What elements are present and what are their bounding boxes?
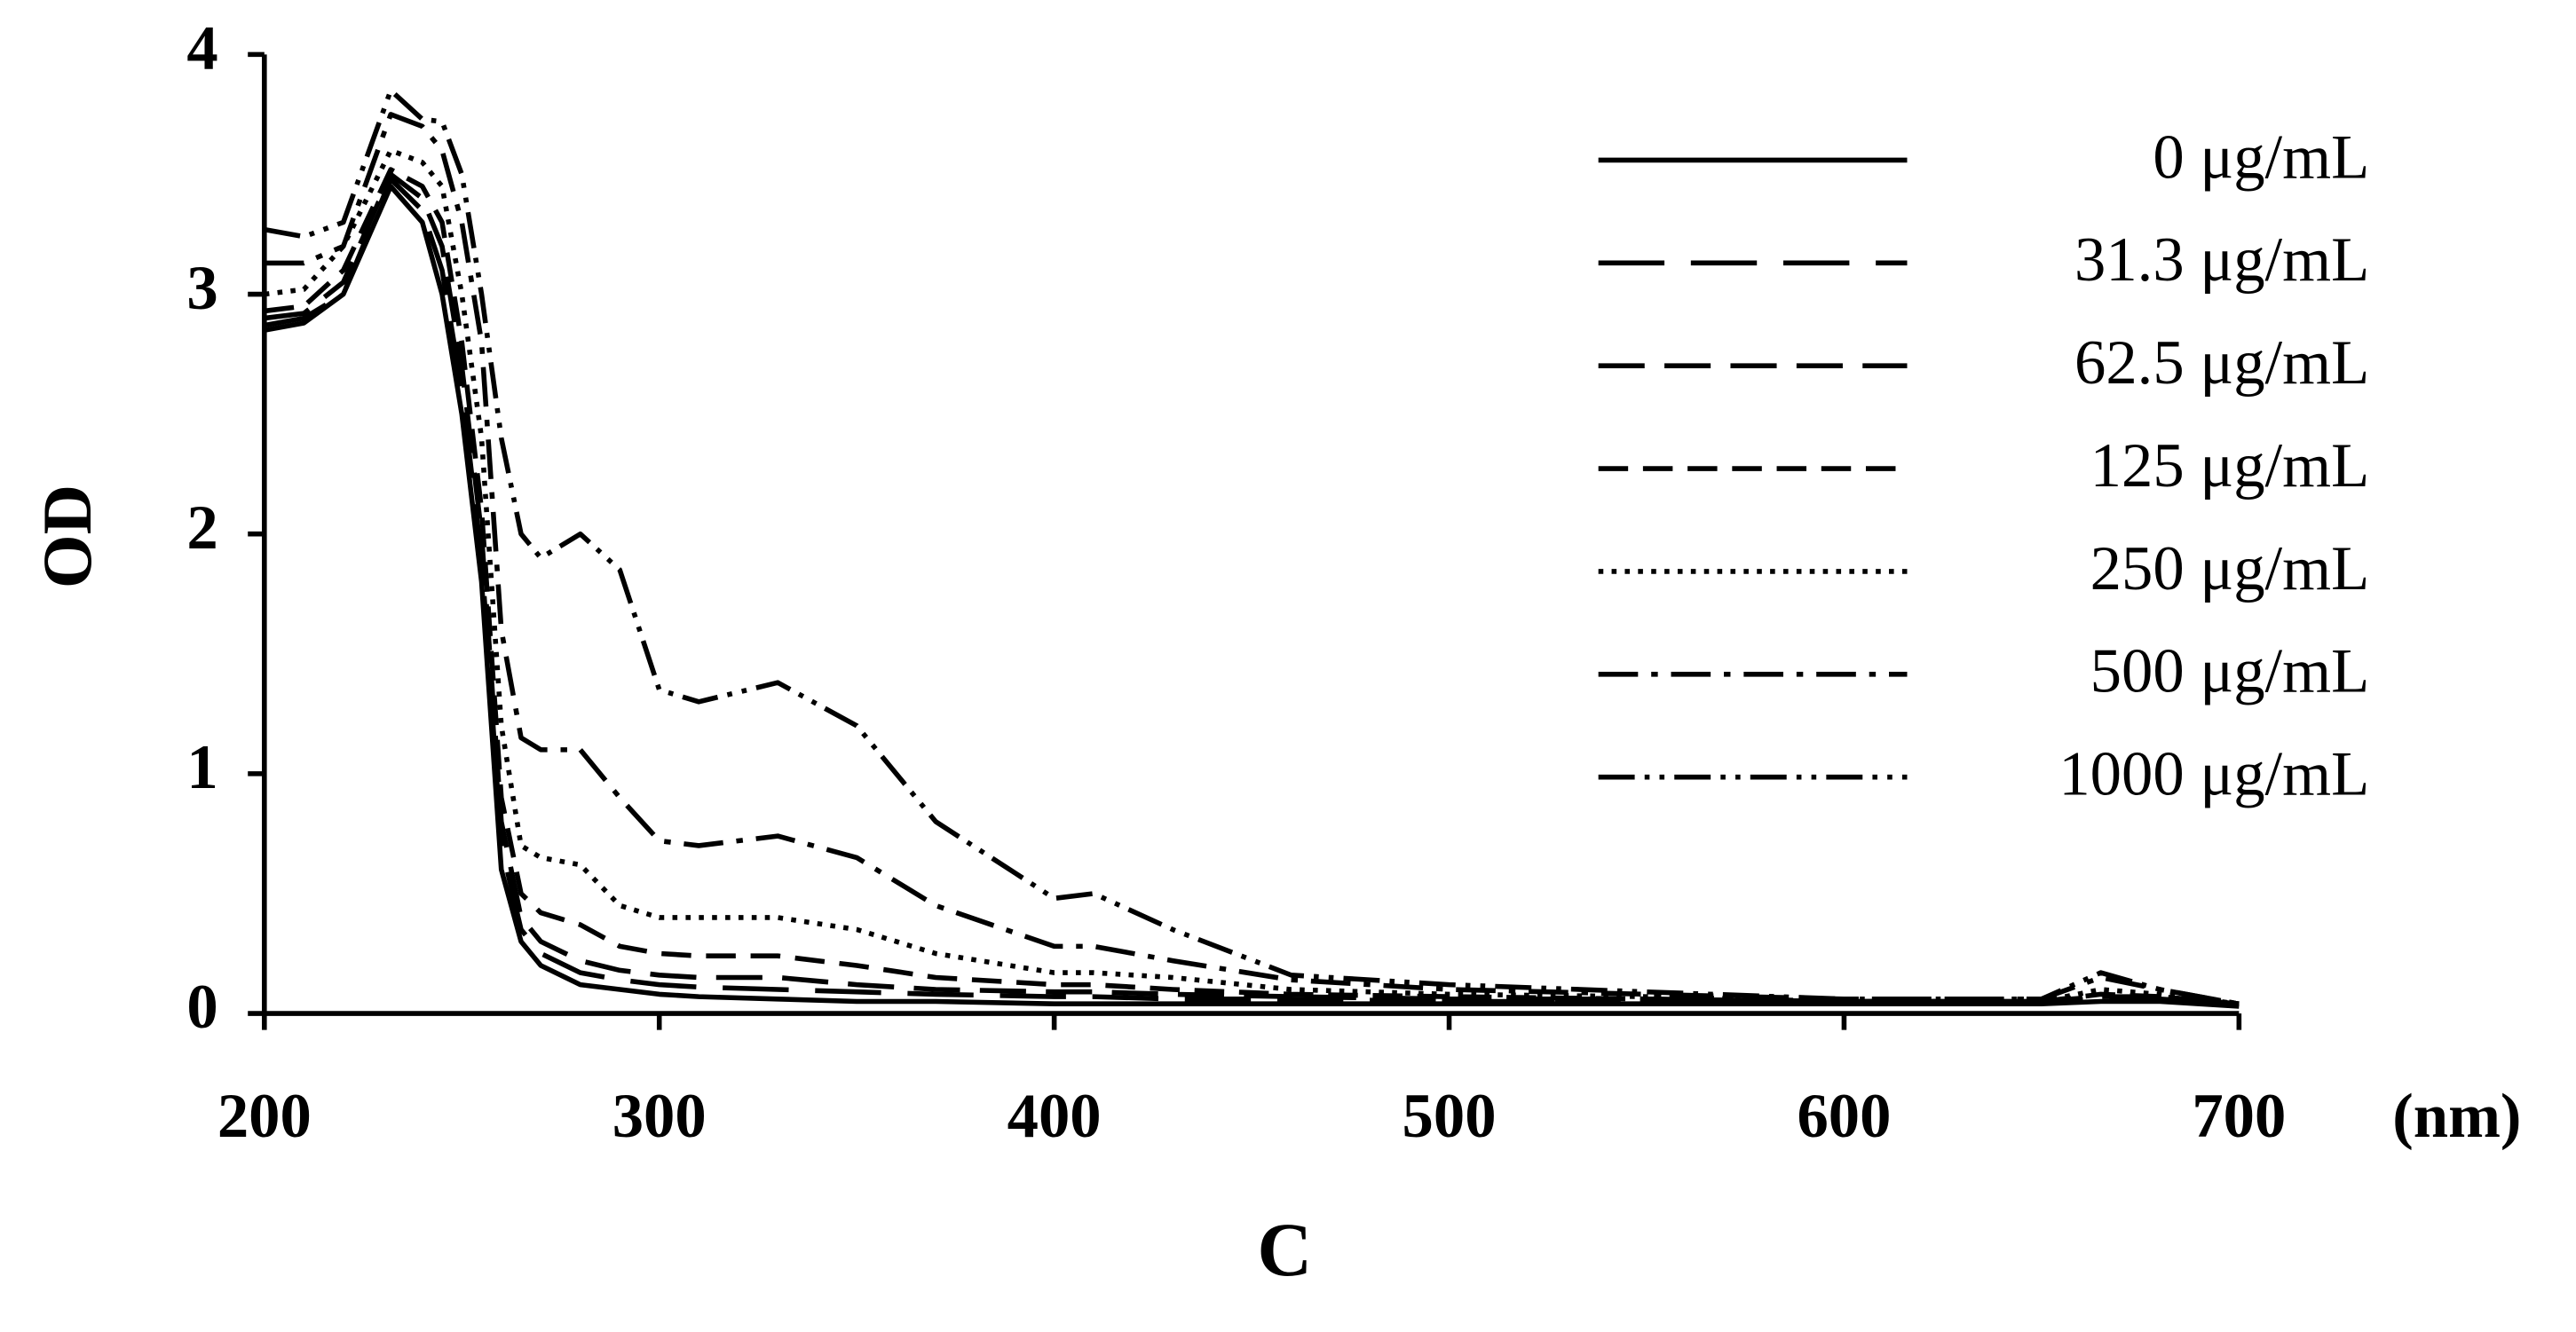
x-axis-unit: (nm) [2392, 1082, 2521, 1151]
y-tick-label: 4 [186, 14, 217, 83]
x-tick-label: 300 [612, 1082, 707, 1151]
legend-label: 125 μg/mL [2090, 431, 2370, 500]
data-line [264, 88, 2240, 1006]
y-tick-label: 2 [186, 493, 217, 563]
x-tick-label: 600 [1797, 1082, 1891, 1151]
data-line [264, 171, 2240, 1006]
x-tick-label: 700 [2192, 1082, 2286, 1151]
data-line [264, 184, 2240, 1009]
data-line [264, 177, 2240, 1007]
legend-label: 0 μg/mL [2153, 122, 2369, 192]
y-axis-label: OD [28, 485, 106, 588]
legend-label: 500 μg/mL [2090, 637, 2370, 706]
panel-label: C [1257, 1208, 1312, 1292]
x-tick-label: 500 [1403, 1082, 1497, 1151]
legend-label: 1000 μg/mL [2058, 740, 2369, 809]
x-tick-label: 200 [217, 1082, 312, 1151]
y-tick-label: 0 [186, 973, 217, 1042]
legend-label: 62.5 μg/mL [2074, 328, 2369, 398]
x-tick-label: 400 [1007, 1082, 1102, 1151]
data-line [264, 112, 2240, 1006]
y-tick-label: 1 [186, 733, 217, 802]
data-line [264, 167, 2240, 1006]
data-line [264, 147, 2240, 1006]
y-tick-label: 3 [186, 254, 217, 323]
legend-label: 250 μg/mL [2090, 534, 2370, 603]
legend-label: 31.3 μg/mL [2074, 225, 2369, 295]
